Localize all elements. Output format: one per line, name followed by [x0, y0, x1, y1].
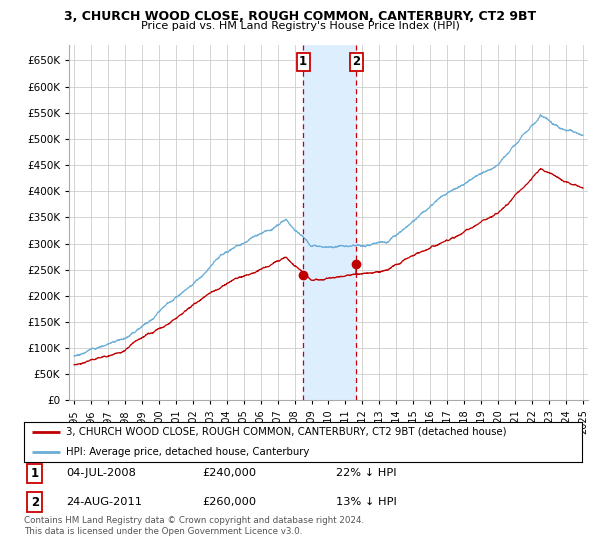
Text: Price paid vs. HM Land Registry's House Price Index (HPI): Price paid vs. HM Land Registry's House …	[140, 21, 460, 31]
Text: 1: 1	[299, 55, 307, 68]
Text: £240,000: £240,000	[203, 468, 257, 478]
Text: £260,000: £260,000	[203, 497, 257, 507]
Text: 24-AUG-2011: 24-AUG-2011	[66, 497, 142, 507]
Text: 2: 2	[31, 496, 39, 508]
Text: 3, CHURCH WOOD CLOSE, ROUGH COMMON, CANTERBURY, CT2 9BT: 3, CHURCH WOOD CLOSE, ROUGH COMMON, CANT…	[64, 10, 536, 22]
Text: 13% ↓ HPI: 13% ↓ HPI	[337, 497, 397, 507]
Text: Contains HM Land Registry data © Crown copyright and database right 2024.
This d: Contains HM Land Registry data © Crown c…	[24, 516, 364, 536]
Text: HPI: Average price, detached house, Canterbury: HPI: Average price, detached house, Cant…	[66, 447, 309, 457]
Text: 3, CHURCH WOOD CLOSE, ROUGH COMMON, CANTERBURY, CT2 9BT (detached house): 3, CHURCH WOOD CLOSE, ROUGH COMMON, CANT…	[66, 427, 506, 437]
Text: 04-JUL-2008: 04-JUL-2008	[66, 468, 136, 478]
Text: 1: 1	[31, 467, 39, 480]
Text: 22% ↓ HPI: 22% ↓ HPI	[337, 468, 397, 478]
Bar	[303, 45, 356, 400]
Text: 2: 2	[352, 55, 361, 68]
